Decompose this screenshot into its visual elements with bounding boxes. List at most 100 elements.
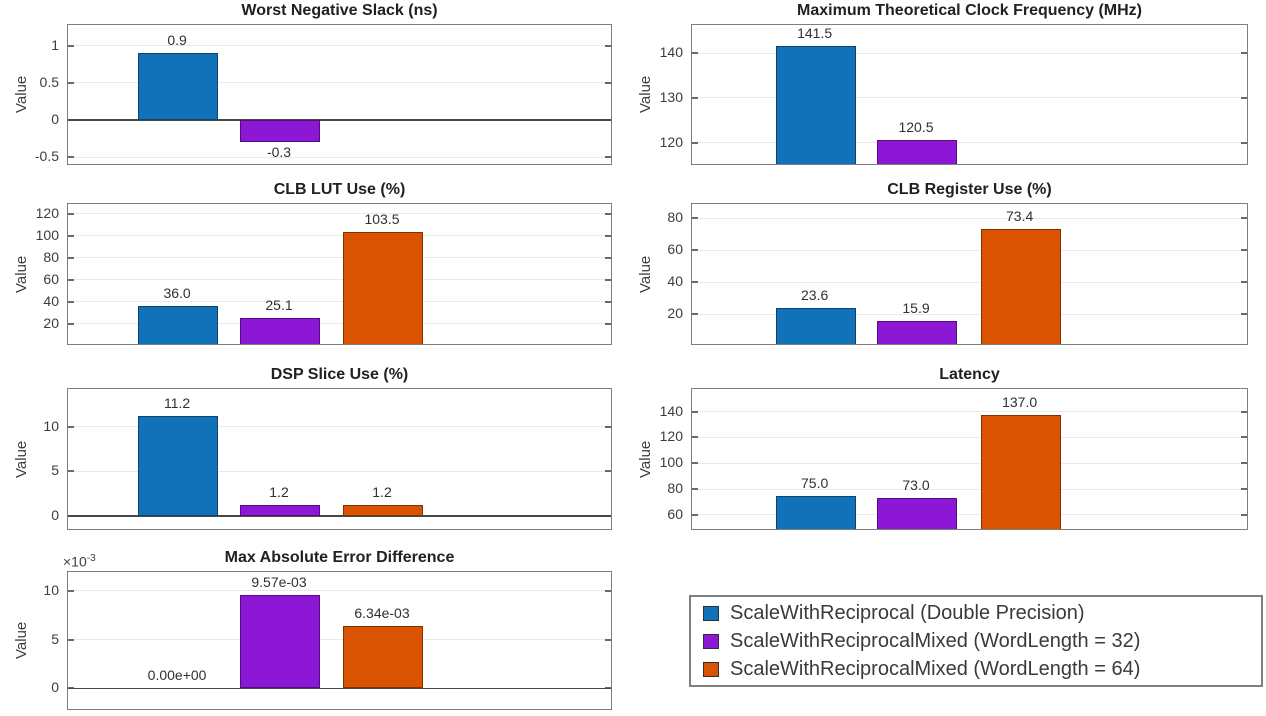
plot-area — [691, 388, 1248, 530]
tick-mark-left — [68, 256, 74, 259]
chart-title: Maximum Theoretical Clock Frequency (MHz… — [797, 2, 1142, 19]
tick-mark-left — [68, 81, 74, 84]
tick-mark-right — [1241, 488, 1247, 491]
gridline — [68, 213, 611, 215]
bar-blue — [775, 46, 856, 164]
bar-purple — [876, 320, 958, 344]
y-tick-label: 80 — [667, 209, 683, 226]
y-tick-label: 20 — [43, 314, 59, 331]
tick-mark-left — [692, 488, 698, 491]
tick-mark-right — [1241, 249, 1247, 252]
tick-mark-left — [692, 462, 698, 465]
gridline — [692, 97, 1247, 99]
plot-area — [691, 24, 1248, 165]
gridline — [692, 436, 1247, 438]
gridline — [692, 52, 1247, 54]
bar-value-label: 73.4 — [1006, 207, 1034, 224]
y-tick-label: 10 — [43, 417, 59, 434]
y-tick-label: 0.5 — [39, 73, 59, 90]
legend-entry: ScaleWithReciprocalMixed (WordLength = 3… — [703, 627, 1261, 655]
bar-value-label: -0.3 — [266, 144, 292, 161]
tick-mark-right — [605, 278, 611, 281]
y-tick-label: -0.5 — [34, 148, 59, 165]
tick-mark-right — [605, 322, 611, 325]
tick-mark-right — [1241, 217, 1247, 220]
y-tick-label: 5 — [51, 630, 59, 647]
tick-mark-right — [1241, 96, 1247, 99]
bar-orange — [342, 232, 424, 344]
legend-label: ScaleWithReciprocal (Double Precision) — [730, 601, 1085, 624]
bar-orange — [342, 505, 424, 516]
tick-mark-right — [1241, 410, 1247, 413]
legend-swatch-purple — [703, 633, 719, 649]
chart-title: Worst Negative Slack (ns) — [241, 2, 438, 19]
y-tick-label: 0 — [51, 679, 59, 696]
bar-value-label: 25.1 — [265, 297, 293, 314]
bar-blue — [775, 495, 856, 529]
bar-value-label: 15.9 — [902, 299, 930, 316]
gridline — [68, 235, 611, 237]
tick-mark-left — [68, 322, 74, 325]
tick-mark-right — [605, 44, 611, 47]
y-tick-label: 120 — [659, 428, 683, 445]
gridline — [692, 142, 1247, 144]
bar-value-label: 120.5 — [898, 119, 934, 136]
gridline — [68, 470, 611, 472]
tick-mark-left — [692, 96, 698, 99]
tick-mark-right — [605, 425, 611, 428]
chart-title: CLB LUT Use (%) — [273, 181, 406, 198]
gridline — [68, 426, 611, 427]
y-tick-label: 1 — [51, 36, 59, 53]
offset-exponent: -3 — [86, 553, 96, 564]
tick-mark-left — [68, 212, 74, 215]
gridline — [692, 488, 1247, 490]
gridline — [68, 301, 611, 303]
gridline — [692, 514, 1247, 516]
y-tick-label: 10 — [43, 581, 59, 598]
bar-value-label: 9.57e-03 — [251, 573, 307, 590]
y-tick-label: 0 — [51, 506, 59, 523]
tick-mark-right — [605, 81, 611, 84]
tick-mark-left — [692, 410, 698, 413]
y-tick-label: 140 — [659, 402, 683, 419]
tick-mark-left — [68, 470, 74, 473]
gridline — [68, 279, 611, 281]
plot-area — [67, 24, 612, 165]
gridline — [68, 590, 611, 592]
tick-mark-right — [605, 589, 611, 592]
chart-title: Max Absolute Error Difference — [224, 549, 455, 566]
y-tick-label: 40 — [43, 292, 59, 309]
offset-base: ×10 — [63, 553, 87, 570]
y-tick-label: 100 — [35, 226, 59, 243]
tick-mark-left — [692, 513, 698, 516]
tick-mark-left — [68, 156, 74, 159]
y-tick-label: 60 — [43, 270, 59, 287]
bar-purple — [239, 119, 321, 143]
bar-value-label: 1.2 — [269, 484, 289, 501]
tick-mark-right — [1241, 436, 1247, 439]
tick-mark-left — [68, 589, 74, 592]
legend-entry: ScaleWithReciprocal (Double Precision) — [703, 599, 1261, 627]
plot-area — [691, 203, 1248, 345]
tick-mark-right — [605, 300, 611, 303]
tick-mark-right — [605, 638, 611, 641]
legend-label: ScaleWithReciprocalMixed (WordLength = 3… — [730, 629, 1141, 652]
tick-mark-left — [68, 44, 74, 47]
tick-mark-left — [692, 436, 698, 439]
tick-mark-left — [692, 52, 698, 55]
bar-purple — [239, 505, 321, 516]
zero-baseline — [68, 515, 611, 517]
bar-value-label: 141.5 — [797, 25, 833, 42]
legend: ScaleWithReciprocal (Double Precision) Sc… — [689, 595, 1263, 687]
tick-mark-right — [1241, 462, 1247, 465]
bar-blue — [137, 53, 219, 120]
gridline — [68, 323, 611, 325]
bar-orange — [980, 415, 1061, 529]
gridline — [68, 156, 611, 158]
gridline — [68, 82, 611, 84]
zero-baseline — [68, 119, 611, 121]
bar-blue — [775, 308, 856, 344]
tick-mark-right — [605, 212, 611, 215]
gridline — [692, 217, 1247, 219]
